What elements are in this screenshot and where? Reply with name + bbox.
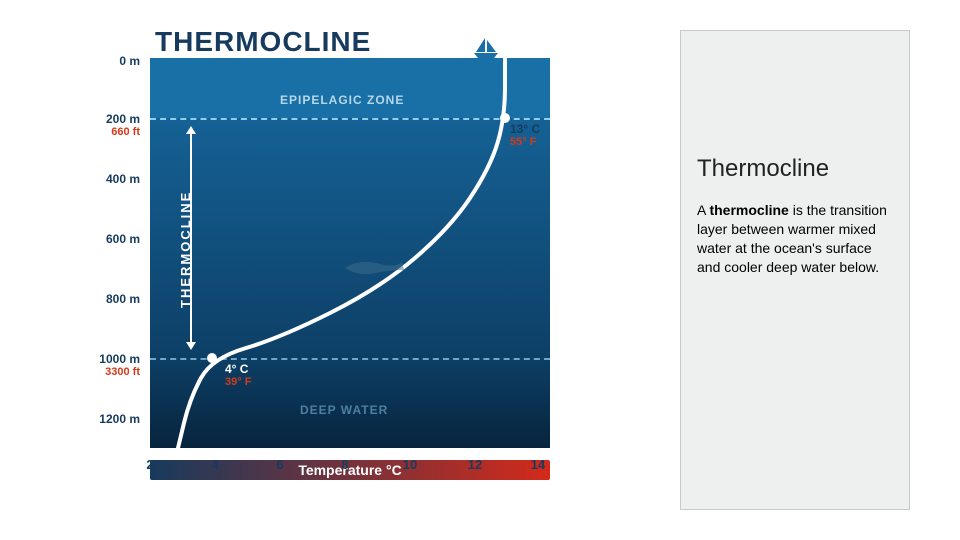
x-tick: 14 <box>528 457 548 472</box>
whale-icon <box>340 256 410 280</box>
x-tick: 12 <box>465 457 485 472</box>
temp-f-top: 55° F <box>510 136 540 148</box>
diagram-title: THERMOCLINE <box>155 26 371 58</box>
plot-area: EPIPELAGIC ZONE DEEP WATER THERMOCLINE 1… <box>150 58 550 448</box>
sidebar-body: A thermocline is the transition layer be… <box>697 201 893 277</box>
depth-tick: 800 m <box>60 292 140 306</box>
x-tick: 2 <box>140 457 160 472</box>
depth-tick: 0 m <box>60 54 140 68</box>
x-tick: 6 <box>270 457 290 472</box>
x-tick: 10 <box>400 457 420 472</box>
temperature-curve <box>150 58 550 448</box>
temp-f-bottom: 39° F <box>225 376 251 388</box>
x-tick: 4 <box>205 457 225 472</box>
temp-marker-bottom: 4° C 39° F <box>225 362 251 388</box>
thermocline-diagram: THERMOCLINE EPIPELAGIC ZONE DEEP WATER T… <box>60 20 580 520</box>
x-tick: 8 <box>335 457 355 472</box>
temp-c-top: 13° C <box>510 122 540 136</box>
curve-dot <box>500 113 510 123</box>
depth-tick: 200 m660 ft <box>60 112 140 138</box>
depth-tick: 400 m <box>60 172 140 186</box>
temp-marker-top: 13° C 55° F <box>510 122 540 148</box>
depth-tick: 1000 m3300 ft <box>60 352 140 378</box>
sailboat-icon <box>472 36 502 60</box>
curve-dot <box>207 353 217 363</box>
curve-path <box>178 58 505 448</box>
depth-tick: 600 m <box>60 232 140 246</box>
sidebar-heading: Thermocline <box>697 155 893 183</box>
temp-c-bottom: 4° C <box>225 362 248 376</box>
sidebar-card: Thermocline A thermocline is the transit… <box>680 30 910 510</box>
depth-tick: 1200 m <box>60 412 140 426</box>
